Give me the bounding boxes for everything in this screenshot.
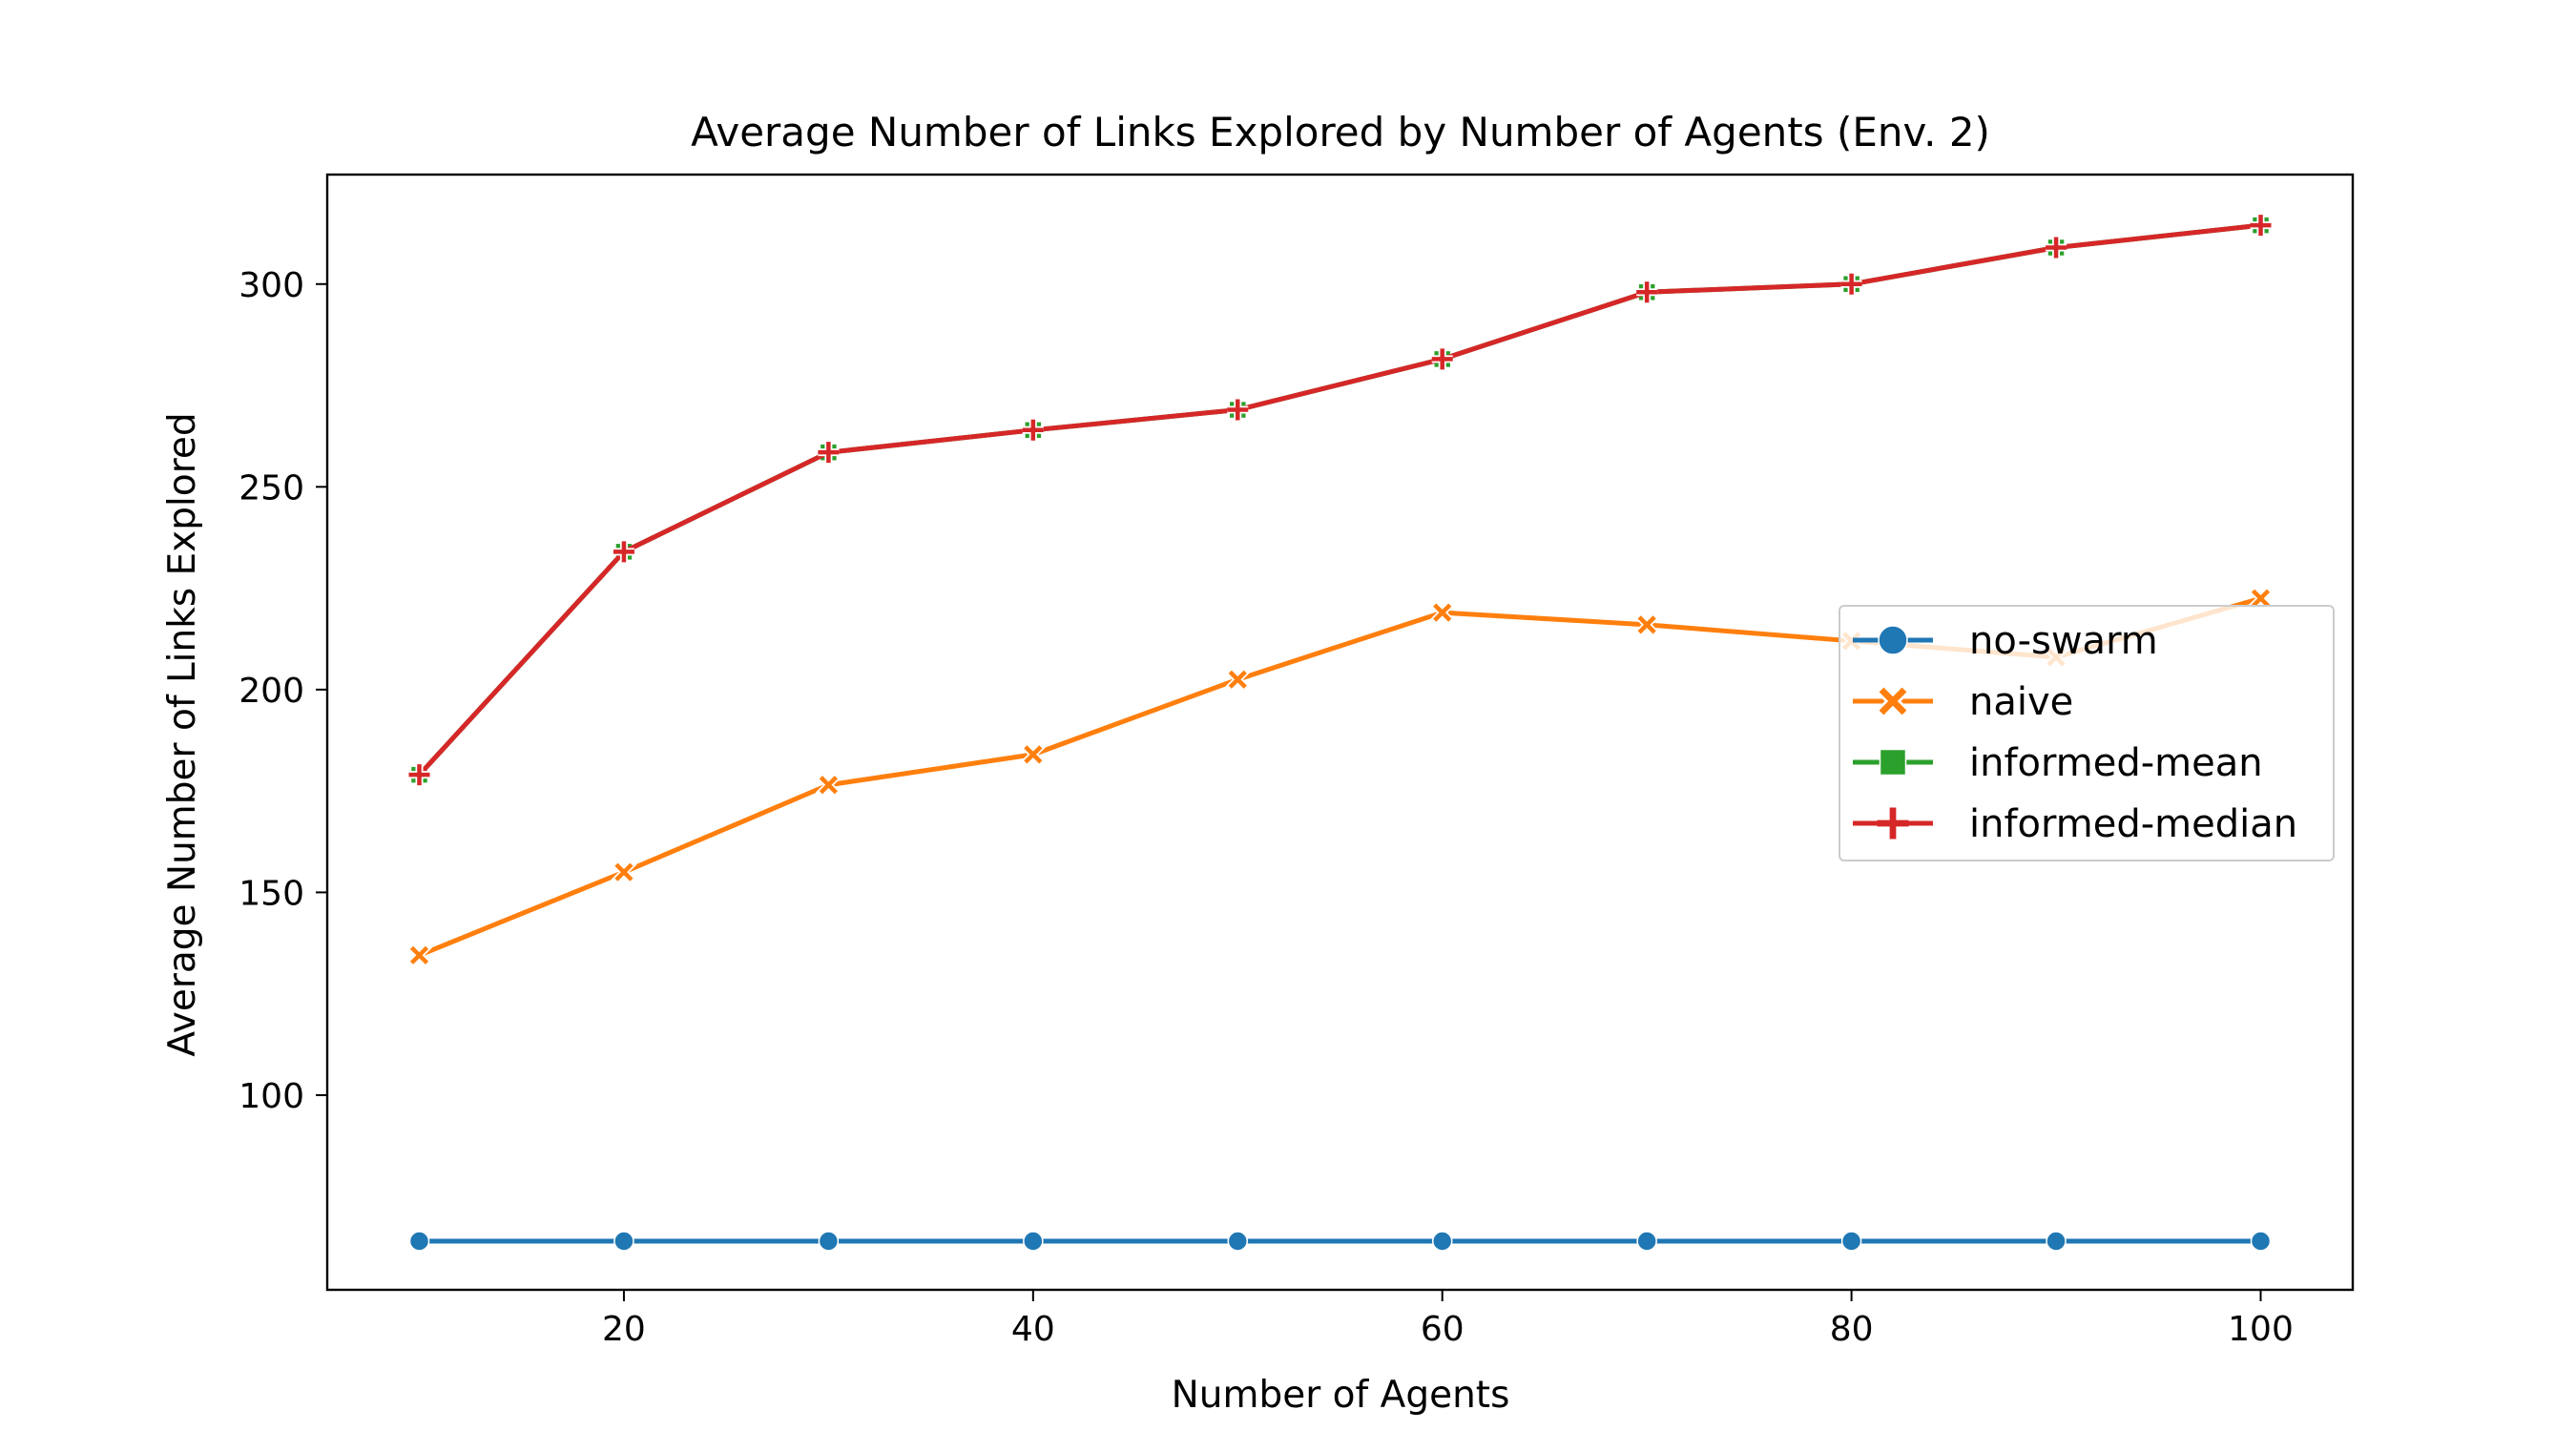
data-point-no-swarm — [818, 1231, 840, 1252]
data-point-no-swarm — [2046, 1231, 2067, 1252]
x-tick-label: 60 — [1421, 1310, 1465, 1349]
x-axis-label: Number of Agents — [1172, 1374, 1510, 1417]
data-point-no-swarm — [613, 1231, 634, 1252]
data-point-naive — [409, 945, 429, 964]
legend-item-informed-median: informed-median — [1853, 802, 2297, 846]
axis-ticks: 20 40 60 80 100 100 150 200 250 300 — [239, 266, 2294, 1349]
data-point-naive — [614, 862, 634, 881]
data-point-no-swarm — [1636, 1231, 1657, 1252]
x-tick-label: 40 — [1011, 1310, 1055, 1349]
series-informed-median — [408, 215, 2272, 786]
series-line-informed-median — [417, 222, 2261, 777]
data-point-no-swarm — [1023, 1231, 1044, 1252]
legend-label-informed-mean: informed-mean — [1969, 741, 2263, 785]
data-point-no-swarm — [1431, 1231, 1453, 1252]
data-point-no-swarm — [1227, 1231, 1249, 1252]
plot-area — [405, 215, 2275, 1252]
legend-item-informed-mean: informed-mean — [1853, 741, 2263, 785]
x-tick-label: 100 — [2228, 1310, 2294, 1349]
data-point-naive — [1228, 670, 1247, 689]
chart-title: Average Number of Links Explored by Numb… — [691, 109, 1990, 156]
legend-label-informed-median: informed-median — [1969, 802, 2297, 846]
legend-label-no-swarm: no-swarm — [1969, 619, 2158, 663]
legend-marker-naive — [1879, 687, 1907, 716]
data-point-informed-median — [613, 541, 634, 563]
data-point-informed-median — [408, 764, 430, 786]
data-point-naive — [1637, 615, 1656, 634]
data-point-naive — [2251, 589, 2271, 608]
data-point-informed-median — [818, 442, 840, 464]
plot-frame — [325, 173, 2355, 1292]
data-point-informed-median — [1022, 419, 1044, 441]
legend-box — [1839, 605, 2335, 861]
data-point-informed-median — [2046, 237, 2067, 259]
legend: no-swarm naive informed-mean informed-media… — [1839, 605, 2335, 861]
legend-item-naive: naive — [1853, 680, 2073, 724]
legend-item-no-swarm: no-swarm — [1853, 619, 2158, 663]
y-axis-label: Average Number of Links Explored — [161, 412, 204, 1056]
x-tick-label: 20 — [602, 1310, 646, 1349]
data-point-naive — [819, 776, 838, 795]
data-point-no-swarm — [2250, 1231, 2272, 1252]
legend-marker-informed-median — [1877, 807, 1909, 840]
y-tick-label: 100 — [239, 1077, 304, 1116]
y-tick-label: 250 — [239, 468, 304, 508]
data-point-no-swarm — [1840, 1231, 1862, 1252]
data-point-informed-median — [1431, 348, 1453, 370]
y-tick-label: 200 — [239, 672, 304, 711]
data-point-informed-median — [2250, 215, 2272, 237]
legend-marker-no-swarm — [1878, 625, 1908, 655]
y-tick-label: 300 — [239, 266, 304, 305]
data-point-informed-median — [1227, 399, 1249, 421]
data-point-naive — [1024, 745, 1043, 764]
series-no-swarm — [408, 1231, 2272, 1252]
x-tick-label: 80 — [1830, 1310, 1874, 1349]
legend-marker-informed-mean — [1879, 748, 1907, 777]
legend-label-naive: naive — [1969, 680, 2073, 724]
data-point-naive — [1433, 603, 1452, 622]
data-point-no-swarm — [408, 1231, 430, 1252]
data-point-informed-median — [1636, 281, 1658, 303]
y-tick-label: 150 — [239, 874, 304, 913]
data-point-informed-median — [1840, 273, 1862, 295]
